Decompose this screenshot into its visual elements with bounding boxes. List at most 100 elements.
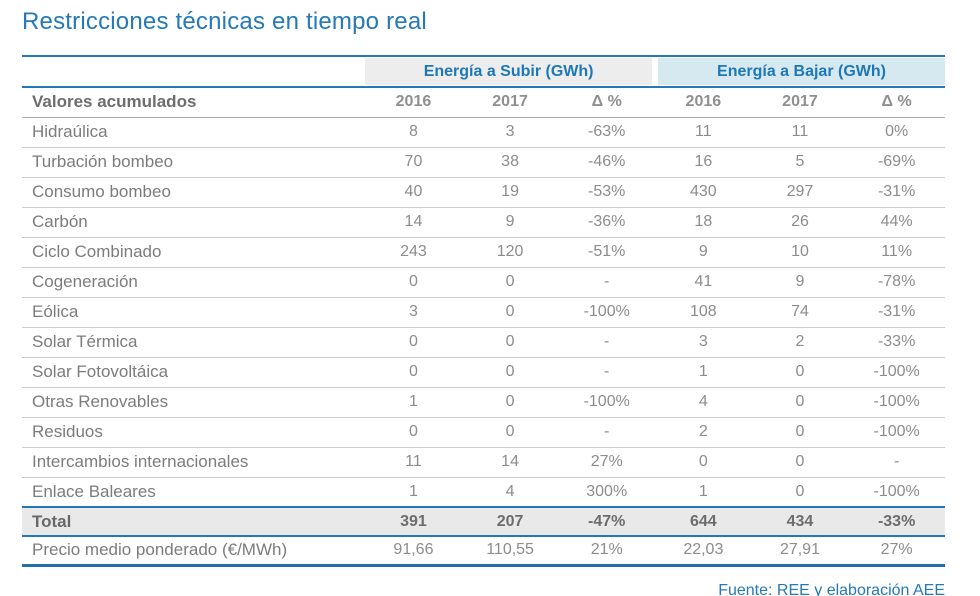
cell: -100%: [848, 387, 945, 418]
cell: 297: [751, 177, 849, 208]
cell: 9: [751, 267, 849, 298]
cell: 18: [655, 207, 752, 238]
total-row: Total 391 207 -47% 644 434 -33%: [22, 506, 945, 537]
row-label: Cogeneración: [22, 267, 366, 298]
cell: 41: [655, 267, 752, 298]
group-header-bajar-label: Energía a Bajar (GWh): [658, 58, 945, 85]
cell: -: [558, 357, 656, 388]
cell: 11: [751, 117, 849, 148]
cell: 0: [365, 357, 462, 388]
cell: 9: [461, 207, 559, 238]
cell: -69%: [848, 147, 945, 178]
group-header-spacer: [22, 55, 366, 88]
cell: -47%: [558, 506, 656, 537]
cell: 26: [751, 207, 849, 238]
column-header-label: Valores acumulados: [22, 87, 366, 118]
cell: 0: [365, 327, 462, 358]
cell: 434: [751, 506, 849, 537]
group-header-bajar: Energía a Bajar (GWh): [655, 55, 945, 88]
cell: -100%: [848, 417, 945, 448]
row-label: Enlace Baleares: [22, 477, 366, 508]
cell: 2: [655, 417, 752, 448]
cell: 0: [655, 447, 752, 478]
cell: 0: [751, 387, 849, 418]
cell: 14: [461, 447, 559, 478]
cell: 243: [365, 237, 462, 268]
cell: 0: [461, 387, 559, 418]
cell: -51%: [558, 237, 656, 268]
cell: 1: [655, 477, 752, 508]
table-row: Consumo bombeo 40 19 -53% 430 297 -31%: [22, 177, 945, 208]
cell: 0: [365, 417, 462, 448]
cell: 27%: [848, 536, 945, 567]
cell: 16: [655, 147, 752, 178]
cell: 0: [461, 357, 559, 388]
cell: -46%: [558, 147, 656, 178]
data-table: Energía a Subir (GWh) Energía a Bajar (G…: [22, 55, 945, 567]
column-header-row: Valores acumulados 2016 2017 Δ % 2016 20…: [22, 87, 945, 118]
table-row: Cogeneración 0 0 - 41 9 -78%: [22, 267, 945, 298]
cell: 8: [365, 117, 462, 148]
cell: -78%: [848, 267, 945, 298]
cell: 74: [751, 297, 849, 328]
cell: -: [558, 327, 656, 358]
cell: -33%: [848, 327, 945, 358]
cell: 207: [461, 506, 559, 537]
cell: 0: [751, 447, 849, 478]
cell: 14: [365, 207, 462, 238]
table-row: Turbación bombeo 70 38 -46% 16 5 -69%: [22, 147, 945, 178]
column-header-delta-bajar: Δ %: [848, 87, 945, 118]
cell: 0: [751, 477, 849, 508]
row-label: Consumo bombeo: [22, 177, 366, 208]
table-row: Carbón 14 9 -36% 18 26 44%: [22, 207, 945, 238]
table-row: Enlace Baleares 1 4 300% 1 0 -100%: [22, 477, 945, 508]
row-label: Residuos: [22, 417, 366, 448]
cell: 0: [365, 267, 462, 298]
cell: 27%: [558, 447, 656, 478]
cell: 44%: [848, 207, 945, 238]
cell: 1: [365, 477, 462, 508]
cell: -100%: [558, 297, 656, 328]
page-title: Restricciones técnicas en tiempo real: [22, 8, 427, 35]
cell: -33%: [848, 506, 945, 537]
cell: -53%: [558, 177, 656, 208]
cell: 3: [461, 117, 559, 148]
column-header-2016-subir: 2016: [365, 87, 462, 118]
cell: 430: [655, 177, 752, 208]
row-label: Solar Térmica: [22, 327, 366, 358]
cell: 391: [365, 506, 462, 537]
price-row: Precio medio ponderado (€/MWh) 91,66 110…: [22, 536, 945, 567]
column-header-delta-subir: Δ %: [558, 87, 656, 118]
cell: 1: [365, 387, 462, 418]
cell: 40: [365, 177, 462, 208]
column-header-2017-subir: 2017: [461, 87, 559, 118]
cell: 0: [461, 267, 559, 298]
cell: 1: [655, 357, 752, 388]
table-row: Solar Térmica 0 0 - 3 2 -33%: [22, 327, 945, 358]
cell: -63%: [558, 117, 656, 148]
source-note: Fuente: REE y elaboración AEE: [718, 582, 945, 596]
cell: 0: [751, 357, 849, 388]
cell: 644: [655, 506, 752, 537]
cell: 11: [655, 117, 752, 148]
row-label: Hidraúlica: [22, 117, 366, 148]
cell: 0: [751, 417, 849, 448]
table-row: Intercambios internacionales 11 14 27% 0…: [22, 447, 945, 478]
cell: -100%: [558, 387, 656, 418]
row-label: Eólica: [22, 297, 366, 328]
cell: 0: [461, 297, 559, 328]
total-label: Total: [22, 506, 366, 537]
cell: 4: [655, 387, 752, 418]
price-label: Precio medio ponderado (€/MWh): [22, 536, 366, 567]
column-header-2016-bajar: 2016: [655, 87, 752, 118]
cell: 21%: [558, 536, 656, 567]
group-header-row: Energía a Subir (GWh) Energía a Bajar (G…: [22, 55, 945, 88]
cell: 9: [655, 237, 752, 268]
cell: 11: [365, 447, 462, 478]
cell: -: [558, 417, 656, 448]
cell: 2: [751, 327, 849, 358]
cell: 11%: [848, 237, 945, 268]
table-row: Eólica 3 0 -100% 108 74 -31%: [22, 297, 945, 328]
cell: -: [848, 447, 945, 478]
